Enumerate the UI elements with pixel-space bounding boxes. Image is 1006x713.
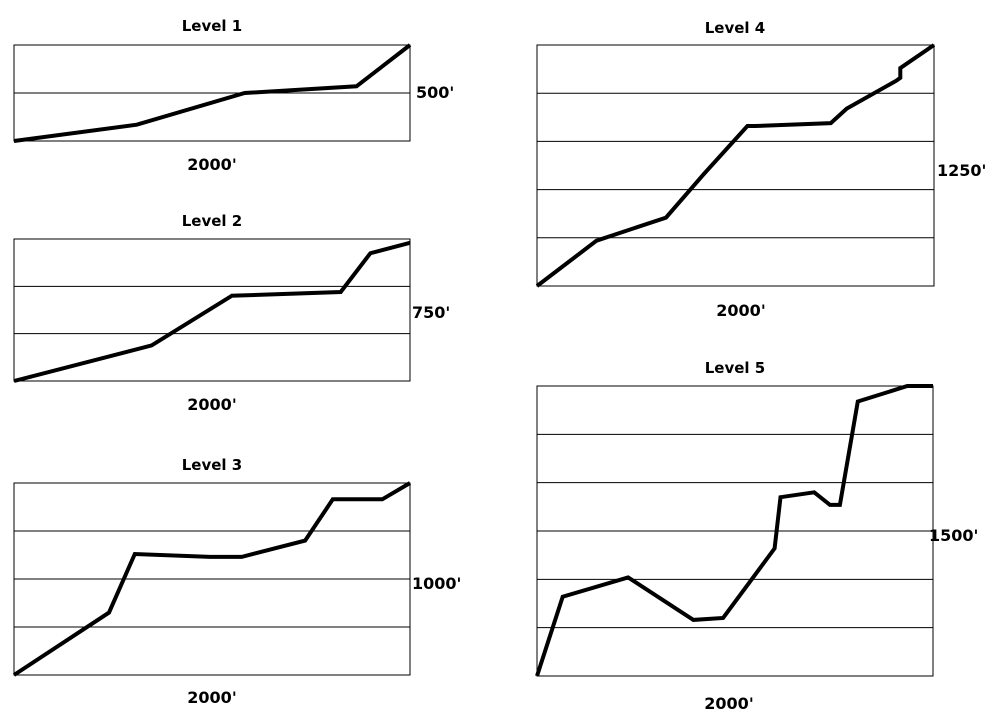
plot-frame (536, 44, 935, 287)
plot-frame (13, 238, 411, 382)
chart-panel-1: Level 1 2000' 500' (13, 17, 454, 174)
series-line (13, 43, 412, 143)
chart-title: Level 1 (182, 17, 242, 35)
y-axis-label: 1000' (412, 574, 461, 593)
y-axis-label: 500' (416, 83, 454, 102)
chart-panel-2: Level 2 2000' 750' (13, 212, 450, 414)
chart-panel-4: Level 4 2000' 1250' (535, 19, 986, 320)
x-axis-label: 2000' (704, 694, 753, 713)
series-line (535, 43, 936, 288)
series-line (12, 481, 412, 677)
x-axis-label: 2000' (716, 301, 765, 320)
chart-panel-5: Level 5 2000' 1500' (535, 359, 978, 713)
x-axis-label: 2000' (187, 688, 236, 707)
series-line (13, 240, 411, 383)
x-axis-label: 2000' (187, 155, 236, 174)
y-axis-label: 1500' (929, 526, 978, 545)
chart-title: Level 4 (705, 19, 765, 37)
series-line (535, 384, 933, 677)
chart-title: Level 3 (182, 456, 242, 474)
chart-panel-3: Level 3 2000' 1000' (12, 456, 461, 707)
x-axis-label: 2000' (187, 395, 236, 414)
chart-title: Level 5 (705, 359, 765, 377)
y-axis-label: 750' (412, 303, 450, 322)
chart-title: Level 2 (182, 212, 242, 230)
y-axis-label: 1250' (937, 161, 986, 180)
